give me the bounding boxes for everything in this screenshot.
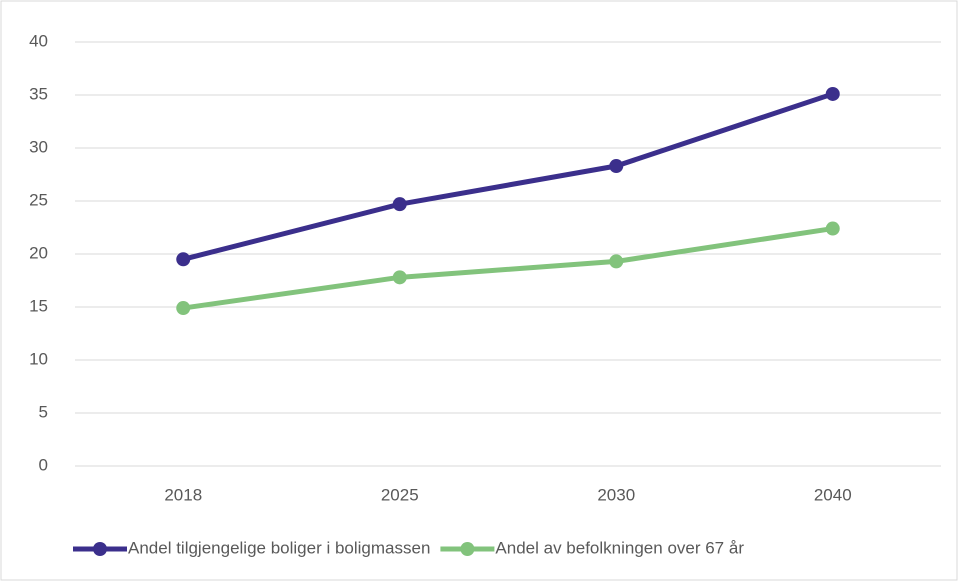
series-line: [182, 91, 834, 262]
y-tick-label: 25: [29, 190, 48, 209]
legend-label: Andel av befolkningen over 67 år: [495, 538, 744, 557]
y-tick-label: 35: [29, 84, 48, 103]
data-point: [176, 252, 191, 267]
x-tick-label: 2025: [381, 485, 419, 504]
y-tick-label: 40: [29, 31, 48, 50]
legend-marker: [93, 542, 107, 556]
x-tick-label: 2018: [164, 485, 202, 504]
y-tick-label: 0: [39, 455, 48, 474]
data-point: [392, 270, 407, 285]
x-tick-label: 2030: [597, 485, 635, 504]
y-tick-label: 10: [29, 349, 48, 368]
x-tick-label: 2040: [814, 485, 852, 504]
data-point: [176, 301, 191, 316]
y-tick-label: 15: [29, 296, 48, 315]
data-point: [825, 86, 840, 101]
y-tick-label: 20: [29, 243, 48, 262]
data-point: [609, 254, 624, 269]
y-tick-label: 30: [29, 137, 48, 156]
y-tick-label: 5: [39, 402, 48, 421]
data-point: [825, 221, 840, 236]
data-point: [609, 159, 624, 174]
legend-marker: [460, 542, 475, 556]
series-line: [182, 226, 834, 311]
legend-label: Andel tilgjengelige boliger i boligmasse…: [128, 538, 430, 557]
data-point: [392, 197, 407, 212]
